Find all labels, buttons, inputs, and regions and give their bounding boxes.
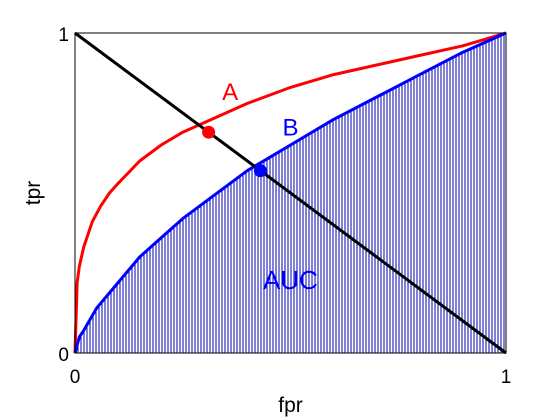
plot-frame	[74, 32, 507, 354]
series-a-line	[73, 31, 507, 354]
y-tick-label: 0	[58, 345, 69, 366]
y-axis-label: tpr	[22, 181, 45, 206]
tick-labels: 0 1 0 1	[58, 25, 511, 388]
point-a-marker	[202, 125, 216, 139]
point-b-marker	[253, 164, 267, 178]
diagonal-line	[74, 31, 507, 355]
y-tick-label: 1	[58, 25, 69, 46]
x-axis-label: fpr	[278, 394, 303, 417]
marker-points	[202, 125, 267, 178]
series-lines	[73, 31, 507, 355]
series-b-label: B	[282, 114, 298, 141]
x-tick-label: 0	[70, 367, 81, 388]
x-tick-label: 1	[501, 367, 512, 388]
series-a-label: A	[222, 79, 238, 106]
annotation-labels: A B AUC	[222, 79, 318, 295]
auc-label: AUC	[263, 265, 318, 295]
auc-hatch-area	[77, 33, 505, 353]
series-b-line	[73, 31, 507, 354]
